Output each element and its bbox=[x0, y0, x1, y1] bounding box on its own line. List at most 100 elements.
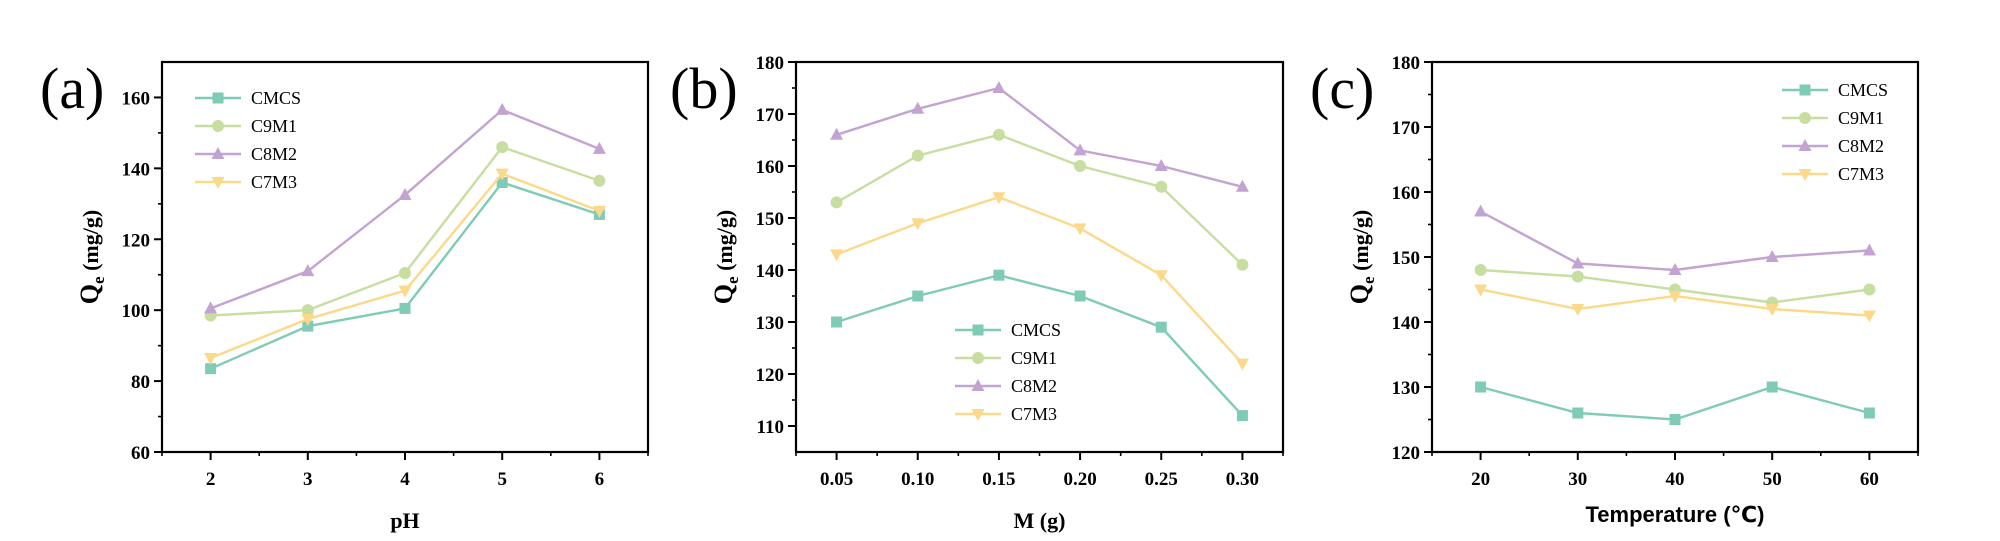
legend-marker bbox=[971, 379, 985, 391]
legend-item: CMCS bbox=[195, 88, 301, 108]
data-point bbox=[1474, 284, 1488, 297]
data-point bbox=[301, 304, 314, 317]
data-point bbox=[1474, 204, 1488, 217]
data-point bbox=[1571, 304, 1585, 316]
series-c7m3 bbox=[204, 168, 606, 366]
y-tick-label: 180 bbox=[1392, 53, 1421, 74]
legend-marker bbox=[971, 409, 985, 421]
series-line bbox=[835, 133, 1244, 266]
legend-marker bbox=[211, 177, 225, 189]
data-point bbox=[205, 363, 217, 375]
data-point bbox=[301, 314, 315, 327]
data-point bbox=[495, 102, 509, 115]
legend-label: C8M2 bbox=[1838, 136, 1884, 156]
x-tick-label: 6 bbox=[595, 469, 605, 490]
data-point bbox=[1073, 143, 1087, 156]
series-c8m2 bbox=[830, 81, 1249, 192]
legend-item: C8M2 bbox=[195, 144, 297, 164]
series-line bbox=[1480, 210, 1870, 272]
legend-marker bbox=[1799, 112, 1811, 124]
x-tick-label: 30 bbox=[1568, 469, 1587, 490]
series-c7m3 bbox=[1474, 284, 1876, 323]
data-point bbox=[302, 320, 314, 332]
y-tick-label: 130 bbox=[756, 313, 785, 334]
data-point bbox=[1235, 358, 1249, 371]
legend: CMCS C9M1 C8M2 C7M3 bbox=[195, 88, 301, 192]
data-point bbox=[399, 302, 411, 314]
data-point bbox=[830, 196, 843, 209]
y-axis-label: Qe (mg/g) bbox=[75, 210, 108, 304]
x-tick-label: 0.10 bbox=[901, 469, 934, 490]
legend-marker bbox=[1799, 84, 1811, 96]
legend-label: C7M3 bbox=[251, 172, 297, 192]
data-point bbox=[1668, 263, 1682, 275]
legend: CMCS C9M1 C8M2 C7M3 bbox=[955, 320, 1061, 424]
data-point bbox=[992, 81, 1006, 93]
legend-item: CMCS bbox=[1782, 80, 1888, 100]
y-tick-label: 130 bbox=[1392, 378, 1421, 399]
data-point bbox=[592, 205, 606, 218]
legend-item: C7M3 bbox=[1782, 164, 1884, 184]
legend-marker bbox=[1798, 169, 1812, 181]
x-tick-label: 0.25 bbox=[1145, 469, 1178, 490]
series-c7m3 bbox=[830, 192, 1249, 371]
data-point bbox=[1074, 160, 1087, 172]
legend-label: C9M1 bbox=[1838, 108, 1884, 128]
y-tick-label: 120 bbox=[1392, 443, 1421, 464]
legend-label: C8M2 bbox=[251, 144, 297, 164]
legend-item: C9M1 bbox=[955, 348, 1057, 368]
data-point bbox=[1669, 414, 1681, 425]
y-tick-label: 160 bbox=[1392, 183, 1421, 204]
data-point bbox=[1668, 291, 1682, 303]
data-point bbox=[1236, 410, 1248, 422]
legend-marker bbox=[212, 120, 224, 132]
legend-marker bbox=[972, 352, 984, 364]
y-tick-label: 120 bbox=[122, 230, 151, 251]
plot-frame bbox=[160, 60, 650, 454]
x-tick-label: 5 bbox=[497, 469, 507, 490]
data-point bbox=[1766, 381, 1778, 393]
y-tick-label: 120 bbox=[756, 365, 785, 386]
series-c8m2 bbox=[204, 102, 606, 314]
data-point bbox=[1765, 304, 1779, 316]
x-tick-label: 0.30 bbox=[1226, 469, 1259, 490]
x-tick-label: 2 bbox=[206, 469, 216, 490]
legend-marker bbox=[1798, 139, 1812, 151]
x-tick-label: 40 bbox=[1666, 469, 1685, 490]
legend-marker bbox=[212, 92, 224, 104]
data-point bbox=[495, 168, 509, 181]
x-tick-label: 4 bbox=[400, 469, 410, 490]
data-point bbox=[1765, 250, 1779, 262]
legend-item: C8M2 bbox=[1782, 136, 1884, 156]
legend-marker bbox=[972, 324, 984, 336]
data-point bbox=[912, 290, 924, 302]
chart-b: 110 120 130 140 150 160 170 180 0.05 0.10 0.15 0.20… bbox=[670, 53, 1285, 533]
data-point bbox=[204, 301, 218, 314]
data-point bbox=[1074, 290, 1086, 302]
y-tick-label: 100 bbox=[122, 301, 151, 322]
panel-label: (a) bbox=[40, 56, 104, 121]
data-point bbox=[398, 285, 412, 298]
data-point bbox=[204, 353, 218, 366]
x-tick-label: 60 bbox=[1860, 469, 1879, 490]
data-point bbox=[592, 141, 606, 154]
data-point bbox=[1572, 407, 1584, 419]
series-c8m2 bbox=[1474, 204, 1876, 275]
panel-label: (b) bbox=[670, 56, 738, 121]
data-point bbox=[496, 141, 509, 154]
legend-label: CMCS bbox=[1011, 320, 1061, 340]
x-tick-label: 3 bbox=[303, 469, 313, 490]
x-tick-label: 0.15 bbox=[982, 469, 1015, 490]
series-c9m1 bbox=[1474, 264, 1876, 309]
legend-label: C8M2 bbox=[1011, 376, 1057, 396]
legend-item: C9M1 bbox=[195, 116, 297, 136]
data-point bbox=[1155, 180, 1168, 193]
data-point bbox=[1154, 270, 1168, 283]
panel-label: (c) bbox=[1310, 56, 1374, 121]
data-point bbox=[911, 149, 924, 162]
legend-item: C9M1 bbox=[1782, 108, 1884, 128]
series-line bbox=[836, 273, 1244, 417]
data-point bbox=[496, 177, 508, 189]
